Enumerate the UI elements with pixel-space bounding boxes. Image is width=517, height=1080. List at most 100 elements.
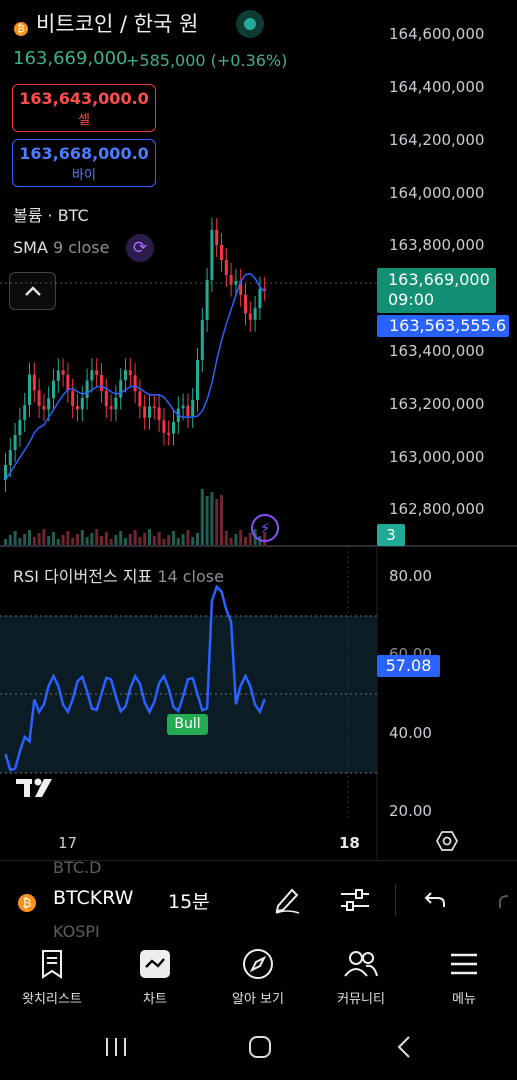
- buy-button[interactable]: 163,668,000.0 바이: [12, 139, 156, 187]
- candle-body: [32, 374, 36, 391]
- chart-canvas[interactable]: [0, 0, 517, 860]
- title-text: 비트코인 / 한국 원: [36, 12, 199, 36]
- price-axis-label: 164,600,000: [389, 25, 485, 43]
- candle-body: [61, 370, 65, 375]
- candle-body: [162, 420, 166, 433]
- candle-body: [248, 313, 252, 320]
- rsi-legend[interactable]: RSI 다이버전스 지표 14 close: [13, 567, 224, 586]
- volume-bar: [128, 534, 132, 545]
- recent-apps-icon[interactable]: [104, 1036, 128, 1058]
- bull-divergence-label: Bull: [167, 714, 208, 735]
- bitcoin-icon: ₿: [14, 22, 28, 36]
- candle-body: [13, 435, 17, 450]
- candle-body: [18, 420, 22, 435]
- volume-bar: [56, 539, 60, 545]
- sell-price: 163,643,000.0: [19, 89, 149, 108]
- candle-body: [244, 294, 247, 314]
- redo-icon[interactable]: [496, 892, 512, 912]
- rsi-axis-label: 80.00: [389, 567, 432, 585]
- candle-body: [258, 288, 262, 308]
- candle-body: [229, 275, 233, 285]
- volume-bar: [37, 533, 41, 545]
- community-icon: [344, 951, 378, 977]
- volume-bar: [85, 537, 89, 545]
- volume-bar: [162, 539, 166, 545]
- candle-body: [42, 405, 46, 410]
- bitcoin-icon: ₿: [18, 894, 36, 912]
- candle-body: [109, 406, 113, 410]
- candle-body: [28, 374, 31, 405]
- candle-body: [148, 406, 151, 418]
- volume-bars: [4, 489, 267, 545]
- sell-button[interactable]: 163,643,000.0 셀: [12, 84, 156, 132]
- price-axis-label: 163,400,000: [389, 342, 485, 360]
- nav-watchlist[interactable]: 왓치리스트: [2, 946, 102, 1007]
- volume-bar: [42, 529, 46, 545]
- volume-value-tag: 3: [377, 524, 405, 546]
- candle-body: [124, 370, 127, 381]
- refresh-icon[interactable]: ⟳: [126, 234, 154, 262]
- nav-community[interactable]: 커뮤니티: [311, 946, 411, 1007]
- nav-menu[interactable]: 메뉴: [414, 946, 514, 1007]
- volume-bar: [124, 538, 127, 545]
- volume-bar: [95, 529, 99, 545]
- bar-countdown: 09:00: [388, 290, 435, 309]
- volume-bar: [80, 530, 84, 545]
- candle-body: [196, 360, 199, 400]
- bottom-navigation: 왓치리스트 차트 알아 보기 커뮤니티: [0, 938, 517, 1018]
- tradingview-logo[interactable]: [16, 776, 62, 807]
- candle-body: [186, 405, 190, 417]
- volume-bar: [76, 534, 79, 545]
- undo-icon[interactable]: [423, 888, 447, 912]
- buy-label: 바이: [72, 168, 96, 183]
- symbol-search-button[interactable]: BTCKRW: [53, 887, 134, 909]
- candle-body: [90, 370, 94, 381]
- back-icon[interactable]: [396, 1035, 412, 1059]
- last-price-tag: 163,669,000 09:00: [377, 268, 496, 313]
- candle-body: [56, 370, 60, 381]
- candle-body: [52, 380, 55, 399]
- sma-line: [4, 272, 266, 481]
- volume-bar: [220, 495, 223, 545]
- chart-icon: [140, 950, 170, 978]
- candle-body: [157, 407, 161, 421]
- indicators-sliders-icon[interactable]: [339, 886, 371, 914]
- drawing-pencil-icon[interactable]: [272, 884, 302, 914]
- buy-price: 163,668,000.0: [19, 144, 149, 163]
- volume-bar: [172, 531, 175, 545]
- nav-label: 차트: [143, 992, 167, 1007]
- volume-bar: [119, 531, 123, 545]
- volume-bar: [71, 538, 75, 545]
- candlesticks: [4, 218, 267, 492]
- volume-bar: [191, 537, 195, 545]
- time-axis-label: 18: [339, 834, 360, 852]
- symbol-toolbar: [0, 860, 517, 940]
- volume-bar: [186, 530, 190, 545]
- timeframe-button[interactable]: 15분: [168, 891, 210, 913]
- rsi-line: [4, 584, 266, 772]
- volume-bar: [47, 536, 51, 545]
- candle-body: [4, 465, 7, 480]
- candle-body: [263, 288, 267, 291]
- volume-legend[interactable]: 볼륨 · BTC: [13, 206, 89, 225]
- collapse-legend-button[interactable]: [9, 272, 56, 310]
- sma-legend[interactable]: SMA 9 close: [13, 238, 109, 257]
- time-axis-label: 17: [58, 834, 78, 852]
- candle-body: [76, 406, 79, 410]
- chevron-up-icon: [24, 286, 41, 296]
- volume-bar: [13, 531, 17, 545]
- settings-icon[interactable]: [436, 830, 458, 852]
- candle-body: [191, 400, 195, 417]
- home-icon[interactable]: [248, 1035, 272, 1059]
- nav-explore[interactable]: 알아 보기: [208, 946, 308, 1007]
- ghost-symbol-below: KOSPI: [53, 922, 100, 941]
- candle-body: [8, 450, 12, 465]
- lightning-icon[interactable]: ⚡: [251, 514, 279, 542]
- volume-bar: [143, 533, 147, 545]
- nav-label: 왓치리스트: [22, 992, 82, 1007]
- candle-body: [95, 370, 99, 375]
- candle-body: [138, 391, 142, 407]
- menu-icon: [451, 953, 477, 975]
- nav-chart[interactable]: 차트: [105, 946, 205, 1007]
- volume-bar: [181, 534, 185, 545]
